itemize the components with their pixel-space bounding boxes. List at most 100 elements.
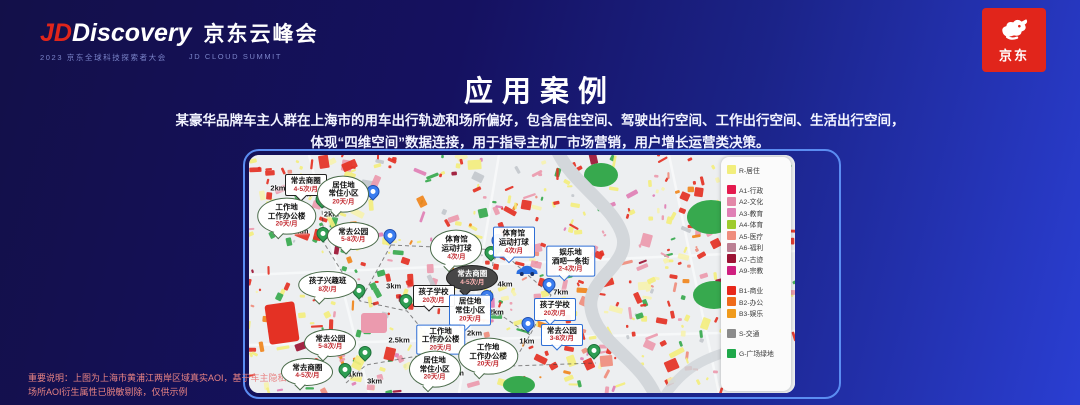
visit-frequency: 2-4次/月 xyxy=(558,265,583,273)
map-place-label: 工作地 工作办公楼 20天/月 xyxy=(256,197,317,235)
disclaimer-line2: 场所AOI衍生属性已脱敏剔除，仅供示例 xyxy=(28,386,188,397)
legend-label: G-广场绿地 xyxy=(739,351,774,358)
legend-swatch xyxy=(727,185,736,194)
place-name: 常去商圈 xyxy=(290,176,321,186)
legend-item: A7-古迹 xyxy=(727,254,787,264)
legend-swatch xyxy=(727,208,736,217)
summit-subtitle-en: JD CLOUD SUMMIT xyxy=(188,52,283,61)
visit-frequency: 20天/月 xyxy=(477,361,500,368)
visit-frequency: 20天/月 xyxy=(429,344,452,352)
legend-item: R-居住 xyxy=(727,165,787,175)
place-name: 居住地 xyxy=(332,180,355,190)
visit-frequency: 20天/月 xyxy=(423,374,446,382)
place-name: 常住小区 xyxy=(455,305,486,315)
distance-label: 3km xyxy=(367,376,383,386)
place-name: 体育馆 xyxy=(445,234,468,244)
visit-frequency: 20天/月 xyxy=(459,315,482,323)
legend-item: A4-体育 xyxy=(727,219,787,229)
map-place-label: 常去商圈 4-5次/月 xyxy=(446,265,499,292)
jd-logo: 京东 xyxy=(982,8,1046,72)
map-annotations: 常去商圈 4-5次/月 居住地 常住小区 20天/月 工作地 工作办公楼 20天/月 常去公园 5… xyxy=(249,155,795,393)
jdd-wordmark: JDDiscovery xyxy=(40,19,192,48)
legend-item: A9-宗教 xyxy=(727,265,787,275)
place-name: 工作地 xyxy=(275,202,298,212)
map-place-label: 常去公园 5-8次/月 xyxy=(304,328,357,357)
legend-gap xyxy=(727,277,787,284)
legend-item: A6-福利 xyxy=(727,242,787,252)
summit-subtitle: 2023 京东全球科技探索者大会 JD CLOUD SUMMIT xyxy=(40,52,319,63)
distance-label: 1km xyxy=(347,369,363,379)
visit-frequency: 20次/月 xyxy=(422,296,445,304)
legend-gap xyxy=(727,340,787,347)
legend-label: B1-商业 xyxy=(739,288,764,295)
map-place-label: 常去商圈 4-5次/月 xyxy=(281,357,334,386)
visit-frequency: 3-8次/月 xyxy=(549,335,574,343)
place-name: 工作地 xyxy=(429,326,452,336)
place-name: 工作地 xyxy=(476,342,500,352)
map-place-label: 居住地 常住小区 20天/月 xyxy=(449,295,492,326)
place-name: 常去公园 xyxy=(546,325,577,335)
place-name: 孩子学校 xyxy=(539,300,570,310)
map-image: 2km3km2km2km3km4km7km2km2km2.5km1km2km1k… xyxy=(249,155,795,393)
legend-label: B3-娱乐 xyxy=(739,311,764,318)
visit-frequency: 20天/月 xyxy=(275,221,298,229)
legend-label: A1-行政 xyxy=(739,187,764,195)
map-place-label: 体育馆 运动打球 4次/月 xyxy=(492,226,535,258)
legend-swatch xyxy=(727,297,736,306)
legend-swatch xyxy=(727,242,736,252)
legend-gap xyxy=(727,176,787,183)
place-name: 酒吧一条街 xyxy=(551,256,590,266)
map-place-label: 常去公园 3-8次/月 xyxy=(540,323,583,346)
legend-item: A1-行政 xyxy=(727,185,787,195)
legend-gap xyxy=(727,320,787,327)
map-legend: R-居住 A1-行政 A2-文化 A3-教育 A4-体育 A5-医疗 A6-福利 A7-古迹 A… xyxy=(721,157,791,391)
place-name: 运动打球 xyxy=(498,237,529,247)
distance-label: 2km xyxy=(488,307,504,317)
legend-item: B3-娱乐 xyxy=(727,308,787,318)
visit-frequency: 4次/月 xyxy=(504,247,523,255)
jdd-wordmark-jd: JD xyxy=(40,19,72,47)
legend-label: B2-办公 xyxy=(739,299,764,307)
distance-label: 2.5km xyxy=(388,335,410,345)
car-icon xyxy=(515,264,539,282)
place-name: 运动打球 xyxy=(441,243,472,253)
place-name: 常住小区 xyxy=(419,364,450,374)
legend-label: A5-医疗 xyxy=(739,233,764,241)
place-name: 工作办公楼 xyxy=(267,211,306,221)
jd-logo-label: 京东 xyxy=(998,47,1029,63)
disclaimer: 重要说明：上图为上海市黄浦江两岸区域真实AOI，基于车主隐私， 场所AOI衍生属… xyxy=(28,372,296,399)
place-name: 常去商圈 xyxy=(457,269,488,279)
map-place-label: 孩子学校 20次/月 xyxy=(412,284,455,307)
place-name: 体育馆 xyxy=(502,228,526,238)
case-description: 某豪华品牌车主人群在上海市的用车出行轨迹和场所偏好，包含居住空间、驾驶出行空间、… xyxy=(0,110,1080,155)
summit-subtitle-cn: 2023 京东全球科技探索者大会 xyxy=(40,53,167,62)
legend-item: A2-文化 xyxy=(727,196,787,206)
case-description-line2: 体现“四维空间”数据连接，用于指导主机厂市场营销，用户增长运营类决策。 xyxy=(310,135,770,151)
visit-frequency: 4-5次/月 xyxy=(460,278,485,286)
legend-swatch xyxy=(727,196,736,206)
visit-frequency: 4-5次/月 xyxy=(293,185,318,193)
distance-label: 3km xyxy=(386,281,402,291)
legend-item: S-交通 xyxy=(727,328,787,338)
legend-label: A2-文化 xyxy=(739,199,764,206)
place-name: 常去公园 xyxy=(338,226,369,236)
distance-label: 2km xyxy=(466,328,482,338)
place-name: 娱乐地 xyxy=(559,247,582,257)
visit-frequency: 4-5次/月 xyxy=(295,372,320,380)
legend-swatch xyxy=(727,219,736,229)
legend-swatch xyxy=(727,265,736,275)
legend-item: A3-教育 xyxy=(727,208,787,218)
visit-frequency: 20天/月 xyxy=(332,198,355,206)
map-panel: 2km3km2km2km3km4km7km2km2km2.5km1km2km1k… xyxy=(243,149,841,399)
map-place-label: 常去公园 5-8次/月 xyxy=(327,221,380,250)
place-name: 工作办公楼 xyxy=(469,351,507,361)
visit-frequency: 20次/月 xyxy=(543,310,566,318)
place-name: 居住地 xyxy=(423,355,446,365)
visit-frequency: 4次/月 xyxy=(447,253,466,261)
distance-label: 4km xyxy=(497,279,513,289)
legend-swatch xyxy=(727,254,736,263)
legend-label: R-居住 xyxy=(739,167,760,175)
map-place-label: 居住地 常住小区 20天/月 xyxy=(317,175,370,213)
place-name: 居住地 xyxy=(458,297,482,307)
